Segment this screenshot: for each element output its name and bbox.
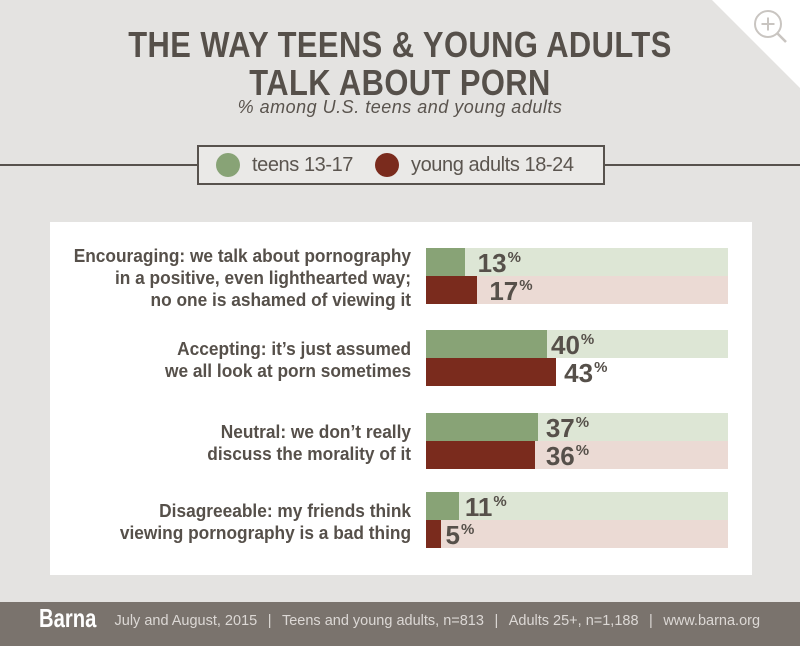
percent-sign: % (507, 249, 521, 266)
category-label: Encouraging: we talk about pornography i… (73, 246, 411, 310)
bar-fill-teens (426, 248, 466, 276)
footer-meta: July and August, 2015 | Teens and young ad… (115, 602, 761, 641)
legend-swatch-icon (375, 153, 400, 177)
percent-sign: % (575, 442, 590, 459)
category-label: Disagreeable: my friends think viewing p… (119, 501, 411, 543)
zoom-in-icon[interactable] (753, 9, 789, 47)
bar-group: 40% 43% (426, 330, 728, 388)
bar-fill-teens (426, 492, 460, 520)
percent-sign: % (594, 359, 608, 376)
bar-group: 11% 5% (426, 492, 728, 550)
bar-fill-young-adults (426, 441, 535, 469)
bar-value-label: 17% (489, 276, 533, 306)
percent-sign: % (493, 493, 507, 510)
category-label: Accepting: it’s just assumed we all look… (164, 339, 411, 381)
bar-track-young-adults: 36% (426, 441, 728, 471)
chart-row-1: Accepting: it’s just assumed we all look… (50, 330, 752, 388)
percent-sign: % (460, 521, 475, 538)
chart-row-2: Neutral: we don’t really discuss the mor… (50, 413, 752, 471)
footer-item-0: July and August, 2015 (114, 613, 258, 629)
bar-value-label: 13% (477, 248, 521, 278)
title-line-1: THE WAY TEENS & YOUNG ADULTS (128, 24, 672, 65)
percent-sign: % (580, 331, 595, 348)
bar-track-teens: 37% (426, 413, 728, 443)
page-title: THE WAY TEENS & YOUNG ADULTS TALK ABOUT P… (57, 26, 743, 101)
category-label: Neutral: we don’t really discuss the mor… (207, 422, 411, 464)
bar-fill-young-adults (426, 358, 556, 386)
footer-separator: | (494, 613, 499, 629)
legend-label: teens 13-17 (252, 153, 354, 176)
bar-track-teens: 40% (426, 330, 728, 360)
barna-logo: Barna (39, 603, 97, 633)
bar-value-label: 36% (545, 441, 590, 471)
bar-track-teens: 13% (426, 248, 728, 278)
legend-item-0: teens 13-17 (216, 153, 353, 177)
legend: teens 13-17 young adults 18-24 (197, 145, 605, 185)
footer-bar: Barna July and August, 2015 | Teens and yo… (0, 602, 800, 646)
bar-value-label: 40% (551, 330, 595, 360)
bar-group: 37% 36% (426, 413, 728, 471)
page-subtitle: % among U.S. teens and young adults (237, 97, 563, 117)
footer-separator: | (649, 613, 653, 629)
bar-fill-teens (426, 413, 538, 441)
bar-value-label: 5% (445, 520, 475, 550)
bar-track-young-adults: 43% (426, 358, 728, 388)
bar-fill-young-adults (426, 520, 442, 548)
footer-item-1: Teens and young adults, n=813 (281, 613, 484, 629)
chart-row-3: Disagreeable: my friends think viewing p… (50, 492, 752, 550)
legend-swatch-icon (216, 153, 240, 177)
chart-row-0: Encouraging: we talk about pornography i… (50, 246, 752, 310)
bar-value-label: 11% (464, 492, 507, 522)
bar-track-young-adults: 17% (426, 276, 728, 306)
footer-separator: | (267, 613, 272, 629)
title-line-2: TALK ABOUT PORN (249, 61, 551, 103)
legend-item-1: young adults 18-24 (375, 153, 574, 177)
bar-value-label: 37% (545, 413, 590, 443)
footer-item-2: Adults 25+, n=1,188 (508, 613, 639, 629)
bar-fill-teens (426, 330, 547, 358)
bar-track-young-adults: 5% (426, 520, 728, 550)
corner-fold (712, 0, 800, 88)
footer-item-3[interactable]: www.barna.org (663, 613, 761, 629)
legend-label: young adults 18-24 (411, 153, 574, 176)
percent-sign: % (519, 277, 533, 294)
bar-group: 13% 17% (426, 248, 728, 306)
bar-value-label: 43% (564, 358, 608, 388)
percent-sign: % (575, 414, 590, 431)
bar-track-teens: 11% (426, 492, 728, 522)
chart-panel: Encouraging: we talk about pornography i… (50, 222, 752, 575)
bar-fill-young-adults (426, 276, 478, 304)
